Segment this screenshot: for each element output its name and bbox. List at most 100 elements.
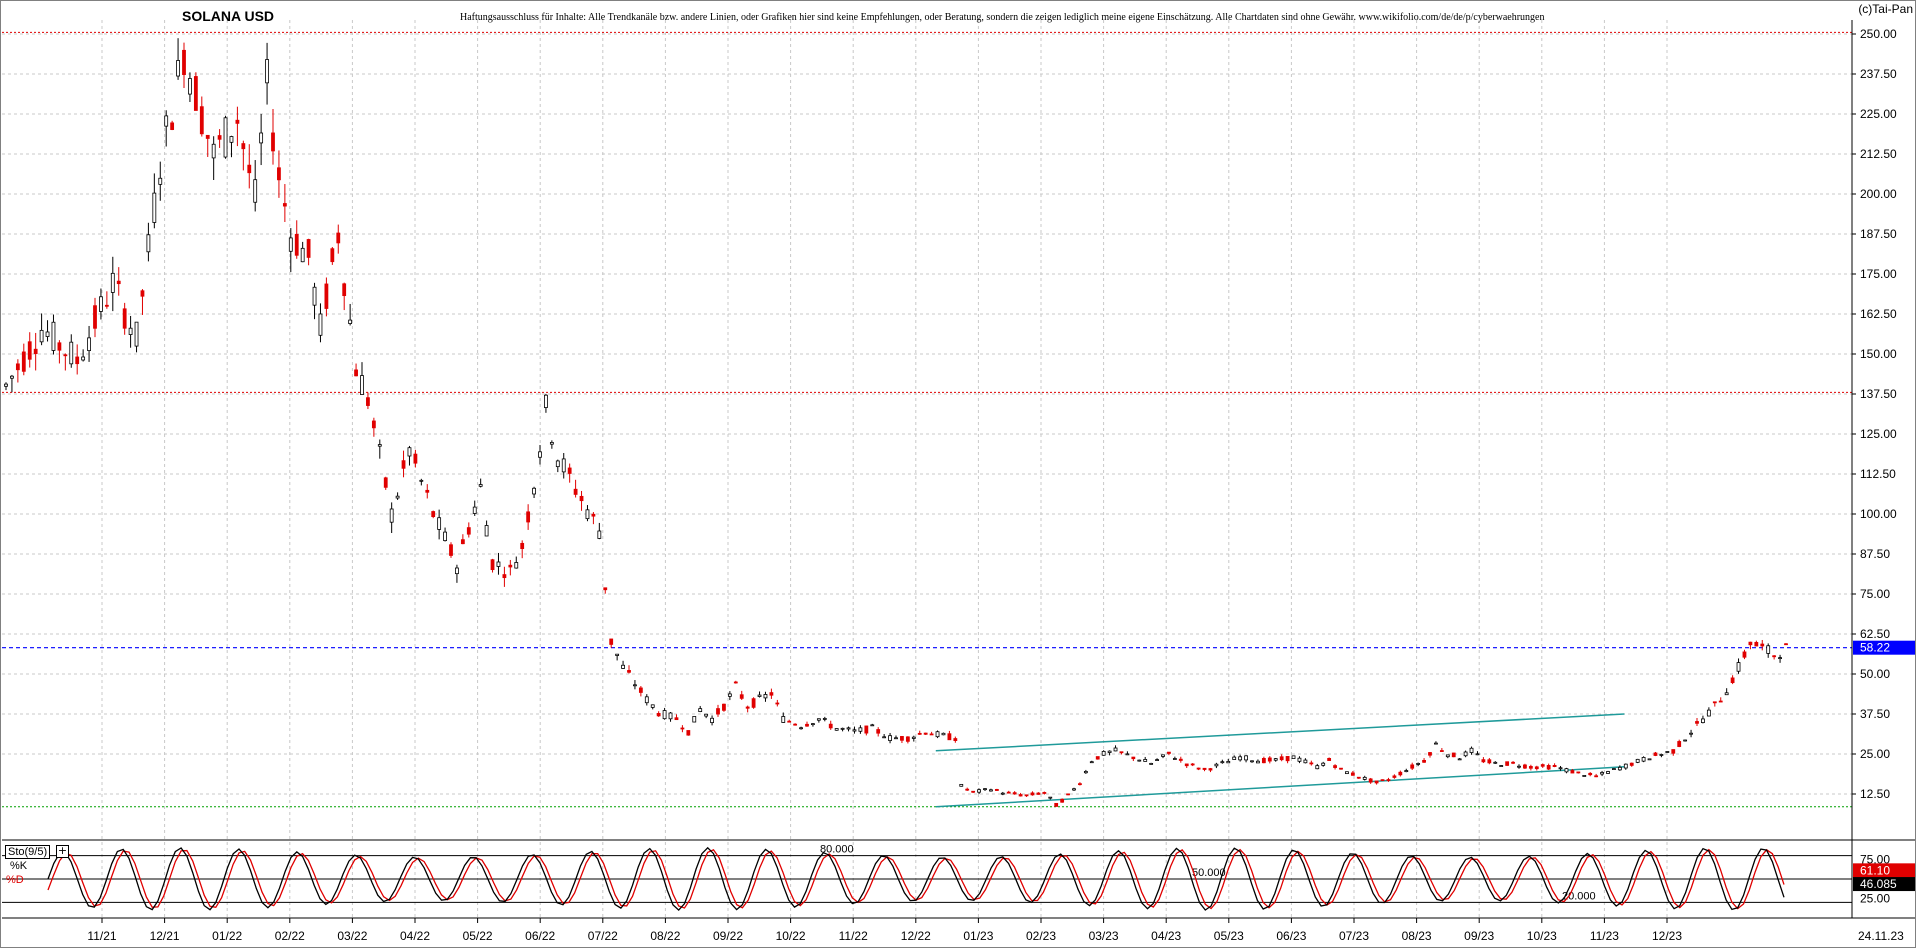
x-tick-label: 08/23 <box>1402 929 1432 943</box>
candle <box>905 736 910 744</box>
add-indicator-button[interactable]: + <box>56 844 69 858</box>
x-tick-label: 03/23 <box>1089 929 1119 943</box>
candle <box>211 136 216 180</box>
candle <box>917 730 922 735</box>
candle <box>27 332 32 368</box>
candle <box>828 720 833 730</box>
candle <box>1339 767 1343 770</box>
candle <box>1036 792 1041 795</box>
candle <box>864 725 869 736</box>
candle <box>87 325 91 362</box>
candle <box>1095 756 1100 760</box>
candle <box>4 382 8 391</box>
candle <box>591 512 596 525</box>
candle <box>935 730 940 739</box>
candle <box>1285 756 1290 764</box>
candle <box>989 788 993 792</box>
candle <box>739 690 744 701</box>
candle <box>923 732 928 735</box>
candle <box>205 134 210 157</box>
indicator-name-tab[interactable]: Sto(9/5) <box>5 845 51 859</box>
x-tick-label: 05/23 <box>1214 929 1244 943</box>
chart-title: SOLANA USD <box>182 8 275 24</box>
trend-channel <box>935 713 1625 808</box>
y-tick-label: 137.50 <box>1860 387 1897 401</box>
candle <box>1024 794 1029 797</box>
candle <box>21 343 26 376</box>
candle <box>1677 739 1682 748</box>
candle <box>1499 765 1504 767</box>
candle <box>662 707 667 720</box>
candle <box>876 727 881 737</box>
candle <box>727 691 732 701</box>
candle <box>1641 756 1646 763</box>
y-tick-label: 50.00 <box>1860 667 1890 681</box>
x-tick-label: 06/22 <box>525 929 555 943</box>
candle <box>1143 756 1148 762</box>
y-tick-label: 12.50 <box>1860 787 1890 801</box>
candle <box>1439 748 1444 752</box>
candle <box>1291 755 1296 759</box>
candle <box>496 552 501 575</box>
candle <box>585 505 590 522</box>
candle <box>271 108 275 165</box>
candle <box>1564 767 1569 774</box>
candle <box>1457 758 1462 761</box>
candle <box>81 349 86 362</box>
sto-y-tick-label: 25.00 <box>1860 892 1890 906</box>
candle <box>1244 755 1248 763</box>
candle <box>650 704 655 710</box>
candle <box>1766 643 1771 658</box>
x-tick-label: 08/22 <box>650 929 680 943</box>
candle <box>401 450 406 478</box>
candle <box>1083 769 1088 774</box>
candle <box>1505 761 1510 766</box>
current-price-value: 58.22 <box>1860 641 1890 655</box>
candle <box>1113 745 1118 752</box>
candle <box>674 714 679 721</box>
candle <box>1582 775 1587 777</box>
candle <box>1386 777 1391 782</box>
y-tick-label: 250.00 <box>1860 27 1897 41</box>
candle <box>852 726 857 734</box>
candle <box>229 135 234 158</box>
candle <box>1517 764 1521 769</box>
horizontal-levels <box>2 31 1852 808</box>
candle <box>1481 757 1486 764</box>
candle <box>455 564 459 583</box>
candle <box>567 463 572 483</box>
candle <box>977 788 981 795</box>
candle <box>223 115 228 159</box>
candle <box>1261 756 1266 764</box>
candle <box>478 478 483 488</box>
candle <box>93 297 97 338</box>
candle <box>1606 770 1610 774</box>
candle <box>1511 761 1515 765</box>
candle <box>1689 729 1693 738</box>
candle <box>994 788 999 791</box>
candle <box>1060 798 1065 803</box>
candle <box>437 509 442 540</box>
candle <box>342 282 347 311</box>
candle <box>354 363 358 377</box>
candle <box>122 302 127 335</box>
candle <box>57 340 62 364</box>
candle <box>888 732 892 744</box>
candle <box>1072 787 1076 791</box>
candle <box>1297 756 1302 764</box>
x-tick-label: 11/23 <box>1590 929 1619 943</box>
y-tick-label: 25.00 <box>1860 747 1890 761</box>
candle <box>449 542 453 558</box>
candle <box>597 522 602 540</box>
candle <box>33 332 38 371</box>
candle <box>733 680 738 684</box>
candle <box>1125 751 1130 756</box>
candle <box>1629 762 1634 767</box>
candle <box>1048 796 1053 800</box>
candle <box>834 728 839 731</box>
candle <box>692 716 697 723</box>
candle <box>799 726 803 730</box>
candle <box>1523 763 1527 769</box>
candle <box>1623 763 1628 770</box>
candle <box>638 686 643 697</box>
